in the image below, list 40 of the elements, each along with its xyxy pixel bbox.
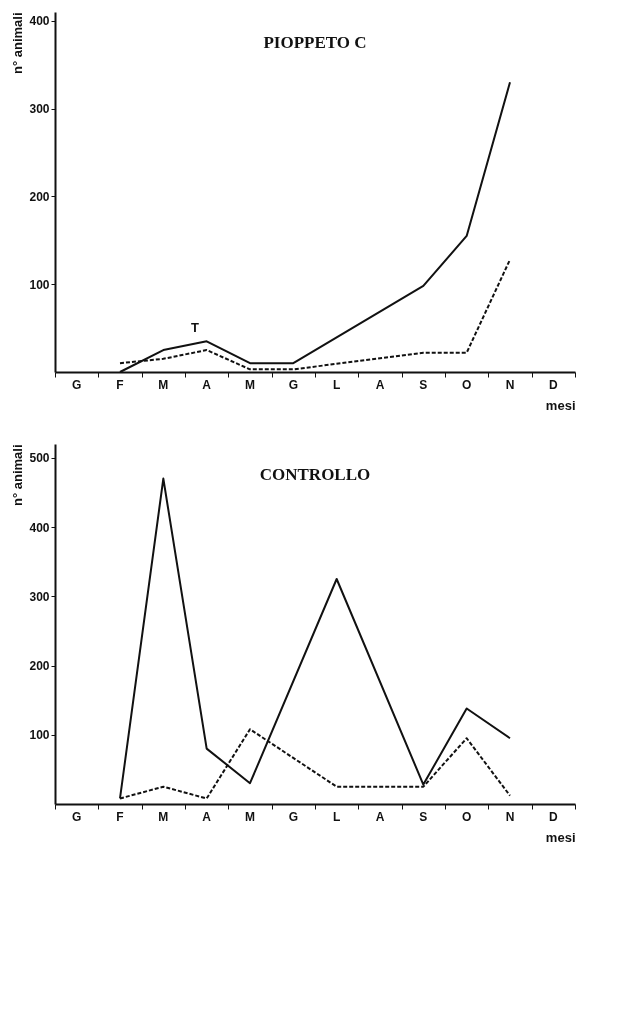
y-tick-label: 100	[29, 277, 50, 292]
x-tick-label: F	[116, 378, 124, 392]
text: CONTROLLO	[259, 465, 371, 484]
y-tick-label: 200	[29, 659, 50, 674]
x-axis-title: mesi	[545, 398, 576, 413]
x-tick-label: A	[202, 810, 212, 824]
x-tick-label: D	[549, 378, 558, 392]
x-tick-label: L	[332, 810, 341, 824]
x-tick-label: A	[375, 810, 385, 824]
x-tick-label: A	[202, 378, 212, 392]
x-tick-label: G	[288, 378, 299, 392]
y-axis-title: n° animali	[10, 12, 26, 75]
x-tick-label: G	[71, 378, 82, 392]
x-axis-title: mesi	[545, 830, 576, 845]
y-tick-label: 300	[29, 102, 50, 117]
y-axis-title: n° animali	[10, 444, 26, 507]
x-tick-label: S	[419, 810, 428, 824]
x-tick-label: D	[549, 810, 558, 824]
x-tick-label: A	[375, 378, 385, 392]
y-tick-label: 400	[29, 520, 50, 535]
y-tick-label: 100	[29, 728, 50, 743]
x-tick-label: M	[158, 378, 169, 392]
x-tick-label: F	[116, 810, 124, 824]
x-tick-label: L	[332, 378, 341, 392]
text: PIOPPETO C	[263, 33, 367, 52]
x-tick-label: M	[158, 810, 169, 824]
x-tick-label: G	[288, 810, 299, 824]
y-tick-label: 300	[29, 589, 50, 604]
x-tick-label: O	[461, 378, 472, 392]
y-tick-label: 200	[29, 189, 50, 204]
x-tick-label: M	[245, 810, 255, 824]
annotation: T	[191, 320, 200, 335]
x-tick-label: G	[71, 810, 82, 824]
x-tick-label: M	[245, 378, 255, 392]
x-tick-label: O	[461, 810, 472, 824]
y-tick-label: 500	[29, 451, 50, 466]
x-tick-label: S	[419, 378, 428, 392]
x-tick-label: N	[505, 378, 515, 392]
x-tick-label: N	[505, 810, 515, 824]
y-tick-label: 400	[29, 14, 50, 29]
